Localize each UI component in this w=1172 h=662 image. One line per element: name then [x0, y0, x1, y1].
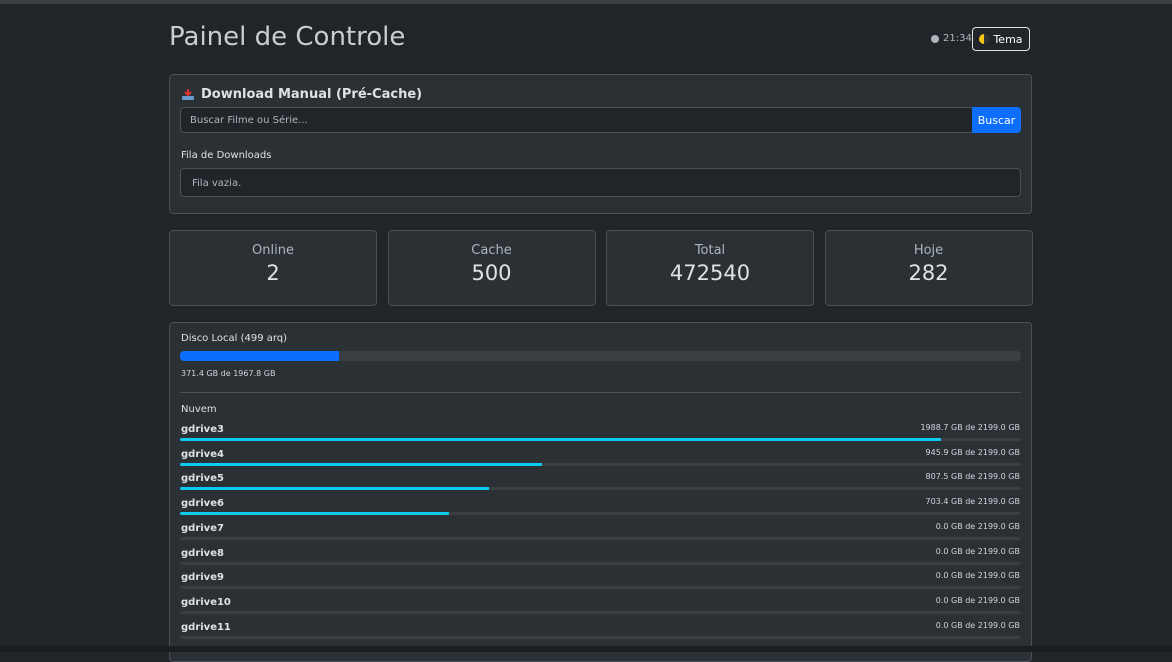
download-heading: Download Manual (Pré-Cache) [181, 87, 422, 102]
download-icon [182, 88, 194, 100]
drive-bar [180, 512, 449, 516]
drive-track [180, 536, 1021, 540]
local-track [180, 351, 1021, 361]
stat-card: Total 472540 [606, 230, 814, 306]
queue-title: Fila de Downloads [181, 150, 272, 161]
drive-track [180, 586, 1021, 590]
drive-name: gdrive11 [181, 621, 231, 633]
drive-name: gdrive10 [181, 596, 231, 608]
drive-usage: 0.0 GB de 2199.0 GB [935, 595, 1020, 605]
drive-name: gdrive8 [181, 547, 224, 559]
download-card: Download Manual (Pré-Cache) Buscar Filme… [169, 74, 1032, 214]
drive-bar [180, 487, 489, 491]
drive-bar [180, 438, 941, 441]
drive-name: gdrive6 [181, 498, 224, 510]
local-bar [180, 351, 339, 361]
theme-button[interactable]: Tema [972, 27, 1030, 51]
stat-card: Hoje 282 [824, 230, 1033, 306]
drive-track [180, 438, 1021, 441]
stat-label: Online [252, 243, 294, 258]
cloud-title: Nuvem [181, 404, 217, 415]
drive-usage: 0.0 GB de 2199.0 GB [935, 571, 1020, 581]
stat-label: Cache [471, 243, 512, 258]
stat-value: 282 [908, 261, 949, 285]
page-title: Painel de Controle [169, 22, 406, 52]
drive-track [180, 561, 1021, 565]
drive-usage: 0.0 GB de 2199.0 GB [935, 521, 1020, 531]
drive-name: gdrive5 [181, 473, 224, 485]
drive-name: gdrive3 [181, 424, 224, 435]
drive-name: gdrive9 [181, 572, 224, 584]
taskbar [0, 646, 1172, 652]
search-input[interactable]: Buscar Filme ou Série... [180, 107, 973, 133]
drive-usage: 945.9 GB de 2199.0 GB [925, 447, 1020, 457]
top-border [0, 0, 1172, 4]
drive-name: gdrive4 [181, 448, 224, 460]
drive-track [180, 487, 1021, 491]
stat-value: 500 [471, 261, 512, 285]
stat-value: 2 [266, 261, 280, 285]
queue-box: Fila vazia. [180, 168, 1021, 197]
local-label: Disco Local (499 arq) [181, 333, 288, 344]
storage-card: Disco Local (499 arq) 371.4 GB de 1967.8… [169, 322, 1032, 662]
stat-card: Cache 500 [387, 230, 596, 306]
stat-value: 472540 [669, 261, 751, 285]
drive-usage: 807.5 GB de 2199.0 GB [925, 472, 1020, 482]
drive-track [180, 610, 1021, 614]
local-usage: 371.4 GB de 1967.8 GB [181, 369, 276, 378]
drive-track [180, 635, 1021, 639]
divider [180, 392, 1021, 393]
drive-track [180, 512, 1021, 516]
clock-text: 21:34 [943, 33, 972, 44]
stat-label: Total [694, 243, 726, 258]
drive-usage: 1988.7 GB de 2199.0 GB [920, 423, 1020, 432]
drive-bar [180, 462, 542, 466]
clock: 21:34 [931, 33, 972, 44]
stat-card: Online 2 [169, 230, 377, 306]
drive-usage: 0.0 GB de 2199.0 GB [935, 620, 1020, 630]
stat-label: Hoje [913, 243, 944, 258]
download-title: Download Manual (Pré-Cache) [201, 87, 423, 102]
drive-track [180, 462, 1021, 466]
drive-name: gdrive7 [181, 522, 224, 534]
drive-usage: 0.0 GB de 2199.0 GB [935, 546, 1020, 556]
drive-usage: 703.4 GB de 2199.0 GB [925, 497, 1020, 507]
theme-label: Tema [993, 32, 1023, 46]
search-button[interactable]: Buscar [972, 107, 1021, 133]
